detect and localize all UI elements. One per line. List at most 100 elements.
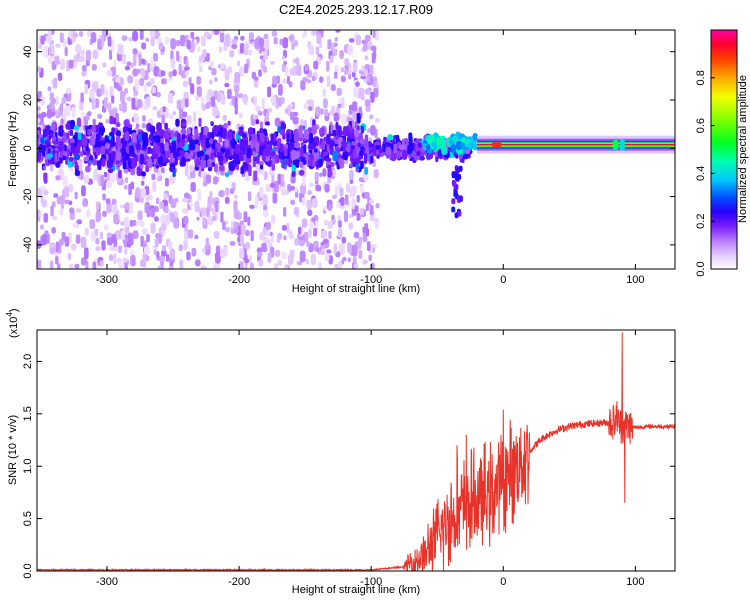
spectrogram-noise-mark (255, 105, 261, 113)
spectrogram-band-mark (44, 139, 50, 145)
spectrogram-noise-mark (124, 88, 128, 94)
spectrogram-band-mark (87, 161, 91, 167)
spectrogram-noise-mark (112, 204, 118, 214)
spectrogram-noise-mark (326, 75, 331, 88)
spectrogram-noise-mark (289, 185, 296, 191)
spectrogram-noise-mark (122, 101, 127, 113)
spectrogram-noise-mark (145, 37, 150, 42)
spectrogram-noise-mark (179, 107, 184, 120)
spectrogram-noise-mark (210, 96, 215, 107)
spectrogram-band-mark (208, 138, 214, 145)
spectrogram-noise-mark (352, 62, 358, 73)
spectrogram-noise-mark (323, 98, 328, 109)
spectrogram-noise-mark (248, 49, 252, 56)
spectrogram-noise-mark (212, 207, 216, 216)
spectrogram-band-mark (210, 121, 214, 127)
spectrogram-noise-mark (285, 265, 289, 269)
spectrogram-band-mark (448, 151, 455, 159)
spectrogram-band-mark (66, 148, 71, 153)
spectrogram-noise-mark (117, 43, 124, 55)
spectrogram-noise-mark (334, 71, 338, 79)
spectrogram-noise-mark (356, 195, 360, 203)
spectrogram-noise-mark (278, 83, 283, 96)
spectrogram-noise-mark (307, 209, 313, 217)
spectrogram-band-mark (42, 165, 47, 171)
spectrogram-y-tick-label: 0 (22, 145, 34, 151)
spectrogram-band-mark (419, 155, 425, 161)
colorbar: 0.0 0.2 0.4 0.6 0.8 Normalized spectral ampl… (695, 29, 749, 277)
colorbar-tick-label: 0.4 (695, 166, 707, 181)
spectrogram-band-mark (360, 125, 364, 134)
spectrogram-band-mark (199, 132, 203, 141)
spectrogram-band-mark (410, 143, 415, 151)
spectrogram-noise-mark (201, 247, 206, 254)
spectrogram-noise-mark (283, 207, 287, 217)
spectrogram-noise-mark (358, 250, 363, 259)
spectrogram-band-mark (346, 143, 351, 153)
spectrogram-noise-mark (169, 248, 175, 260)
spectrogram-noise-mark (240, 224, 246, 235)
spectrogram-noise-mark (323, 219, 329, 226)
spectrogram-noise-mark (146, 96, 151, 107)
spectrogram-noise-mark (82, 64, 87, 72)
spectrogram-noise-mark (224, 82, 230, 88)
spectrogram-noise-mark (130, 62, 134, 68)
spectrogram-tail-mark (454, 174, 459, 181)
spectrogram-noise-mark (109, 246, 115, 251)
spectrogram-noise-mark (306, 199, 312, 210)
spectrogram-noise-mark (157, 174, 163, 182)
spectrogram-noise-mark (336, 200, 341, 209)
snr-x-tick-label: -300 (96, 576, 118, 588)
spectrogram-noise-mark (79, 49, 86, 56)
spectrogram-noise-mark (106, 69, 113, 77)
spectrogram-band-mark (152, 135, 159, 142)
spectrogram-noise-mark (334, 263, 340, 269)
spectrogram-noise-mark (205, 174, 212, 184)
spectrogram-noise-mark (271, 176, 275, 185)
spectrogram-noise-mark (53, 77, 58, 89)
spectrogram-band-mark (383, 136, 387, 142)
spectrogram-noise-mark (109, 49, 113, 60)
spectrogram-noise-mark (135, 187, 141, 199)
spectrogram-noise-mark (366, 241, 371, 252)
spectrogram-tail-mark (457, 210, 462, 217)
spectrogram-noise-mark (124, 249, 128, 255)
spectrogram-noise-mark (106, 202, 112, 214)
spectrogram-noise-mark (38, 43, 43, 50)
spectrogram-noise-mark (174, 197, 179, 203)
spectrogram-noise-mark (197, 46, 201, 52)
spectrogram-noise-mark (52, 215, 58, 221)
spectrogram-noise-mark (250, 262, 254, 269)
spectrogram-noise-mark (283, 235, 287, 241)
spectrogram-noise-mark (80, 257, 87, 266)
spectrogram-band-mark (278, 151, 283, 160)
spectrogram-band-mark (290, 149, 297, 161)
spectrogram-noise-mark (224, 33, 231, 46)
spectrogram-noise-mark (353, 231, 360, 239)
spectrogram-noise-mark (310, 30, 317, 36)
spectrogram-band-mark (462, 153, 469, 160)
spectrogram-noise-mark (239, 234, 244, 246)
spectrogram-noise-mark (306, 79, 312, 84)
spectrogram-noise-mark (257, 110, 263, 116)
spectrogram-noise-mark (40, 111, 47, 118)
spectrogram-band-mark (184, 151, 189, 160)
spectrogram-band-mark (74, 132, 78, 143)
spectrogram-band-mark (210, 152, 214, 160)
spectrogram-noise-mark (160, 167, 165, 174)
spectrogram-band-mark (75, 145, 80, 150)
spectrogram-band-mark (282, 160, 288, 166)
spectrogram-noise-mark (231, 43, 238, 50)
spectrogram-noise-mark (202, 217, 206, 226)
spectrogram-band-mark (189, 148, 194, 158)
spectrogram-noise-mark (203, 31, 210, 38)
spectrogram-noise-mark (40, 95, 46, 106)
spectrogram-noise-mark (324, 254, 330, 262)
spectrogram-noise-mark (239, 42, 245, 54)
spectrogram-noise-mark (113, 213, 119, 225)
spectrogram-noise-mark (154, 216, 159, 222)
spectrogram-noise-mark (329, 256, 333, 262)
spectrogram-noise-mark (244, 242, 251, 250)
spectrogram-noise-mark (72, 223, 78, 228)
spectrogram-noise-mark (134, 79, 140, 91)
